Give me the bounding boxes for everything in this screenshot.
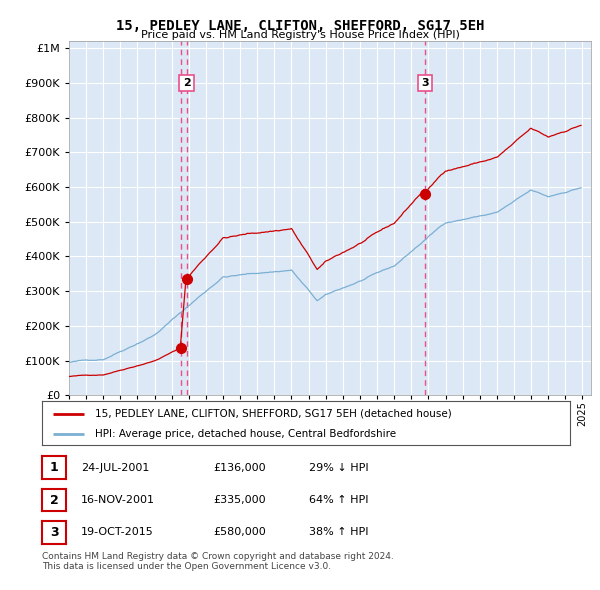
Text: 24-JUL-2001: 24-JUL-2001: [81, 463, 149, 473]
Text: HPI: Average price, detached house, Central Bedfordshire: HPI: Average price, detached house, Cent…: [95, 430, 396, 440]
Text: 2: 2: [50, 493, 58, 507]
Text: 16-NOV-2001: 16-NOV-2001: [81, 495, 155, 505]
Text: Contains HM Land Registry data © Crown copyright and database right 2024.
This d: Contains HM Land Registry data © Crown c…: [42, 552, 394, 571]
Text: £136,000: £136,000: [213, 463, 266, 473]
Text: £335,000: £335,000: [213, 495, 266, 505]
Text: 3: 3: [421, 78, 429, 88]
Text: 64% ↑ HPI: 64% ↑ HPI: [309, 495, 368, 505]
Text: 19-OCT-2015: 19-OCT-2015: [81, 527, 154, 537]
Text: Price paid vs. HM Land Registry's House Price Index (HPI): Price paid vs. HM Land Registry's House …: [140, 30, 460, 40]
Text: 2: 2: [183, 78, 191, 88]
Text: 1: 1: [50, 461, 58, 474]
Text: 15, PEDLEY LANE, CLIFTON, SHEFFORD, SG17 5EH: 15, PEDLEY LANE, CLIFTON, SHEFFORD, SG17…: [116, 19, 484, 33]
Text: 15, PEDLEY LANE, CLIFTON, SHEFFORD, SG17 5EH (detached house): 15, PEDLEY LANE, CLIFTON, SHEFFORD, SG17…: [95, 409, 452, 418]
Text: 38% ↑ HPI: 38% ↑ HPI: [309, 527, 368, 537]
Text: £580,000: £580,000: [213, 527, 266, 537]
Text: 29% ↓ HPI: 29% ↓ HPI: [309, 463, 368, 473]
Text: 3: 3: [50, 526, 58, 539]
